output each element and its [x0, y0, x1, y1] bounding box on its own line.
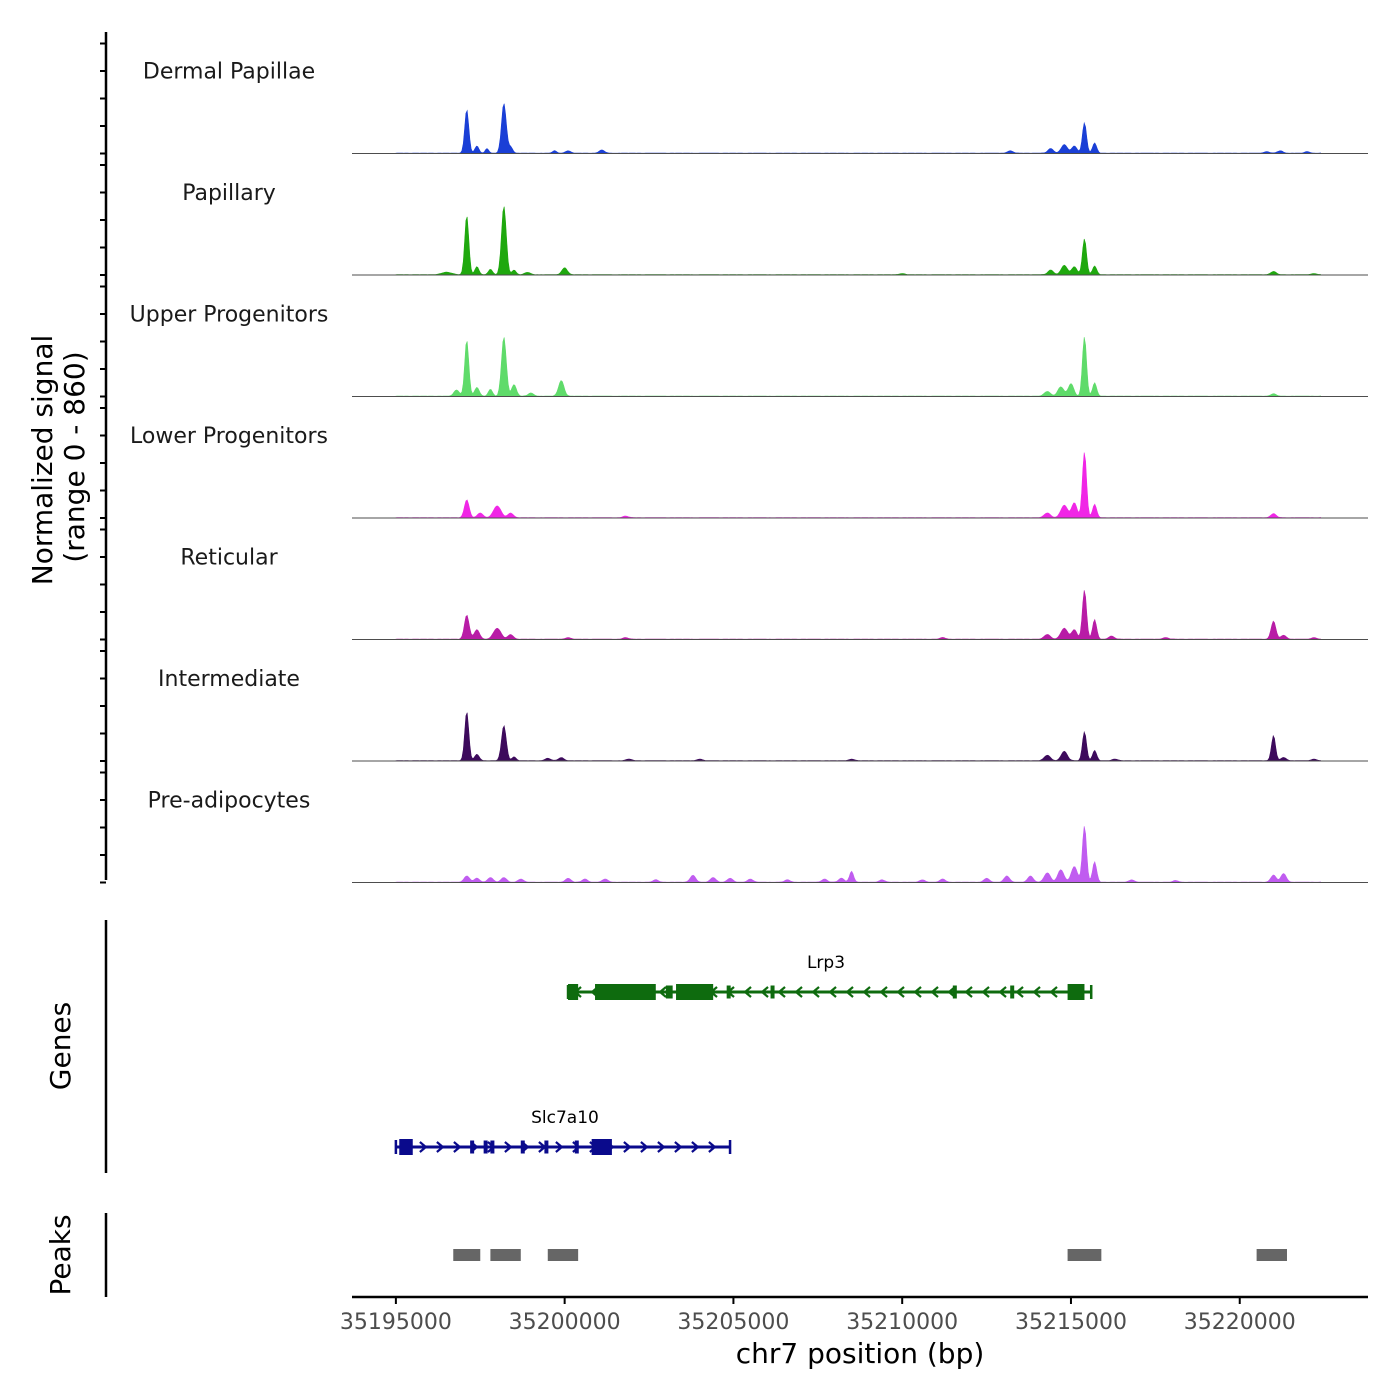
gene-exon [1010, 985, 1015, 999]
signal-area [395, 206, 1321, 276]
coverage-track-pre-adipocytes: Pre-adipocytes [148, 789, 1368, 883]
y-axis-title-line2: (range 0 - 860) [58, 351, 91, 562]
peak-region [490, 1249, 521, 1261]
strand-arrow [691, 1141, 700, 1153]
strand-arrow [981, 986, 990, 998]
strand-arrow [913, 986, 922, 998]
strand-arrow [845, 986, 854, 998]
gene-exon [770, 985, 775, 999]
gene-lrp3: Lrp3 [566, 953, 1093, 1000]
gene-exon [952, 985, 957, 999]
x-tick-label: 35215000 [1015, 1310, 1127, 1335]
strand-arrow [811, 986, 820, 998]
signal-area [395, 712, 1321, 762]
track-label: Lower Progenitors [130, 424, 328, 449]
signal-area [395, 452, 1321, 519]
strand-arrow [794, 986, 803, 998]
strand-arrow [1015, 986, 1024, 998]
strand-arrow [896, 986, 905, 998]
strand-arrow [708, 1141, 717, 1153]
gene-slc7a10: Slc7a10 [394, 1108, 732, 1155]
strand-arrow [504, 1141, 513, 1153]
x-axis: 35195000 35200000 35205000 35210000 35215000… [340, 1295, 1368, 1335]
peak-region [453, 1249, 481, 1261]
strand-arrow [743, 986, 752, 998]
gene-exon [591, 1139, 612, 1155]
x-tick-label: 35220000 [1184, 1310, 1296, 1335]
peaks-panel [104, 1213, 1287, 1297]
strand-arrow [436, 1141, 445, 1153]
y-axis-title-line1: Normalized signal [26, 335, 59, 586]
coverage-y-axis [100, 32, 108, 884]
strand-arrow [828, 986, 837, 998]
strand-arrow [555, 1141, 564, 1153]
peak-region [547, 1249, 579, 1261]
strand-arrow [879, 986, 888, 998]
gene-exon [544, 1140, 549, 1154]
gene-exon [574, 1140, 579, 1154]
signal-area [395, 337, 1321, 397]
x-axis-title: chr7 position (bp) [736, 1337, 985, 1370]
gene-exon [1067, 984, 1085, 1000]
track-label: Dermal Papillae [143, 60, 315, 85]
gene-exon [490, 1140, 495, 1154]
genes-panel: Lrp3 Slc7a10 [104, 920, 1093, 1173]
track-label: Reticular [180, 546, 278, 571]
strand-arrow [640, 1141, 649, 1153]
signal-area [395, 590, 1321, 640]
strand-arrow [623, 1141, 632, 1153]
gene-exon [595, 984, 656, 1000]
x-tick-label: 35210000 [846, 1310, 958, 1335]
gene-exon [483, 1140, 488, 1154]
coverage-track-reticular: Reticular [180, 546, 1368, 640]
gene-exon [665, 985, 673, 999]
strand-arrow [419, 1141, 428, 1153]
track-label: Pre-adipocytes [148, 789, 311, 814]
peaks-track-label: Peaks [44, 1214, 77, 1295]
gene-exon [568, 984, 579, 1000]
peak-region [1256, 1249, 1287, 1261]
strand-arrow [453, 1141, 462, 1153]
x-tick-label: 35195000 [340, 1310, 452, 1335]
gene-label: Lrp3 [807, 953, 845, 973]
strand-arrow [862, 986, 871, 998]
coverage-track-papillary: Papillary [182, 181, 1368, 276]
gene-exon [676, 984, 714, 1000]
peak-region [1067, 1249, 1102, 1261]
track-label: Intermediate [158, 667, 300, 692]
gene-exon [470, 1140, 475, 1154]
coverage-track-upper-progenitors: Upper Progenitors [130, 303, 1368, 397]
strand-arrow [964, 986, 973, 998]
signal-area [395, 103, 1321, 154]
coverage-track-intermediate: Intermediate [158, 667, 1368, 762]
x-tick-label: 35205000 [677, 1310, 789, 1335]
track-label: Papillary [182, 181, 276, 206]
strand-arrow [657, 1141, 666, 1153]
strand-arrow [760, 986, 769, 998]
strand-arrow [674, 1141, 683, 1153]
strand-arrow [998, 986, 1007, 998]
coverage-tracks: Dermal Papillae Papillary Upper Progenitor… [130, 60, 1368, 883]
strand-arrow [777, 986, 786, 998]
x-tick-label: 35200000 [509, 1310, 621, 1335]
strand-arrow [1032, 986, 1041, 998]
gene-exon [520, 1140, 525, 1154]
track-label: Upper Progenitors [130, 303, 329, 328]
gene-exon [399, 1139, 413, 1155]
coverage-track-dermal-papillae: Dermal Papillae [143, 60, 1368, 154]
strand-arrow [658, 986, 667, 998]
gene-label: Slc7a10 [531, 1108, 599, 1128]
strand-arrow [930, 986, 939, 998]
signal-area [395, 826, 1321, 883]
strand-arrow [1049, 986, 1058, 998]
coverage-track-lower-progenitors: Lower Progenitors [130, 424, 1368, 519]
genes-track-label: Genes [44, 1002, 77, 1090]
gene-exon [726, 985, 731, 999]
